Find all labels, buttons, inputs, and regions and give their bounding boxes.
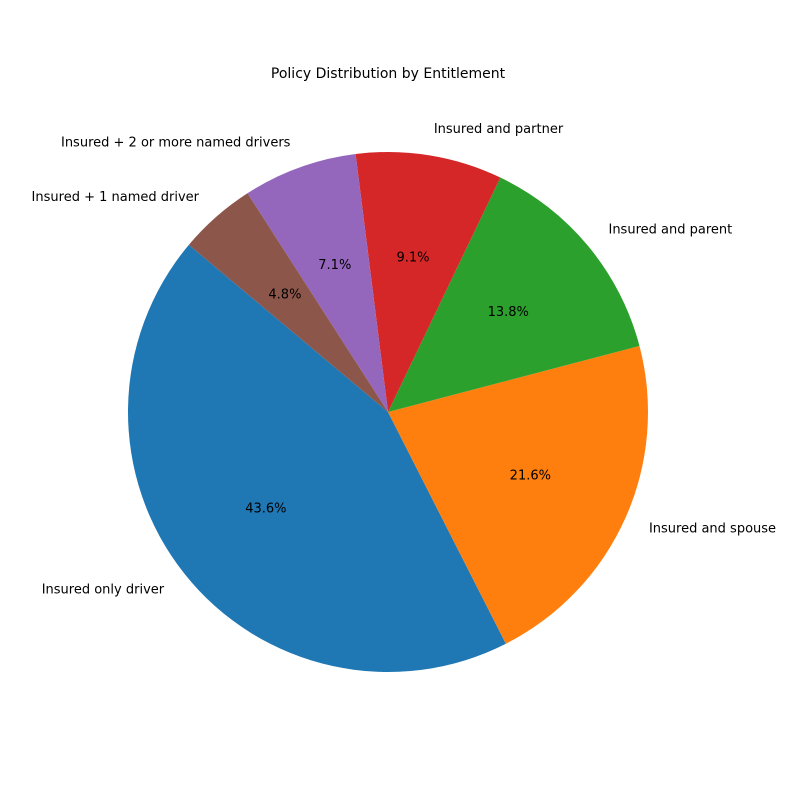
percent-labels: 43.6% 21.6% 13.8% 9.1% 7.1% 4.8%	[245, 251, 551, 517]
pie-slice-insured-and-partner	[355, 152, 501, 412]
percent-label-insured-only-driver: 43.6%	[245, 502, 286, 517]
pie-slice-insured-only-driver	[128, 244, 506, 672]
category-label-insured-and-parent: Insured and parent	[608, 222, 732, 237]
category-label-insured-1-named-driver: Insured + 1 named driver	[32, 190, 200, 205]
pie-slice-insured-1-named-driver	[188, 193, 388, 412]
chart-title: Policy Distribution by Entitlement	[271, 66, 506, 82]
percent-label-insured-1-named-driver: 4.8%	[268, 287, 301, 302]
category-label-insured-2-or-more-named-drivers: Insured + 2 or more named drivers	[61, 136, 291, 151]
category-label-insured-only-driver: Insured only driver	[42, 582, 165, 597]
category-labels: Insured only driver Insured and spouse Ins…	[32, 122, 776, 597]
pie-slice-insured-and-parent	[388, 177, 640, 412]
pie-slice-insured-and-spouse	[388, 345, 648, 644]
percent-label-insured-2-or-more-named-drivers: 7.1%	[318, 258, 351, 273]
percent-label-insured-and-partner: 9.1%	[396, 251, 429, 266]
percent-label-insured-and-spouse: 21.6%	[510, 468, 551, 483]
pie-slice-insured-2-or-more-named-drivers	[247, 154, 388, 412]
category-label-insured-and-partner: Insured and partner	[434, 122, 564, 137]
percent-label-insured-and-parent: 13.8%	[488, 305, 529, 320]
category-label-insured-and-spouse: Insured and spouse	[649, 522, 776, 537]
pie-slices	[128, 152, 648, 672]
